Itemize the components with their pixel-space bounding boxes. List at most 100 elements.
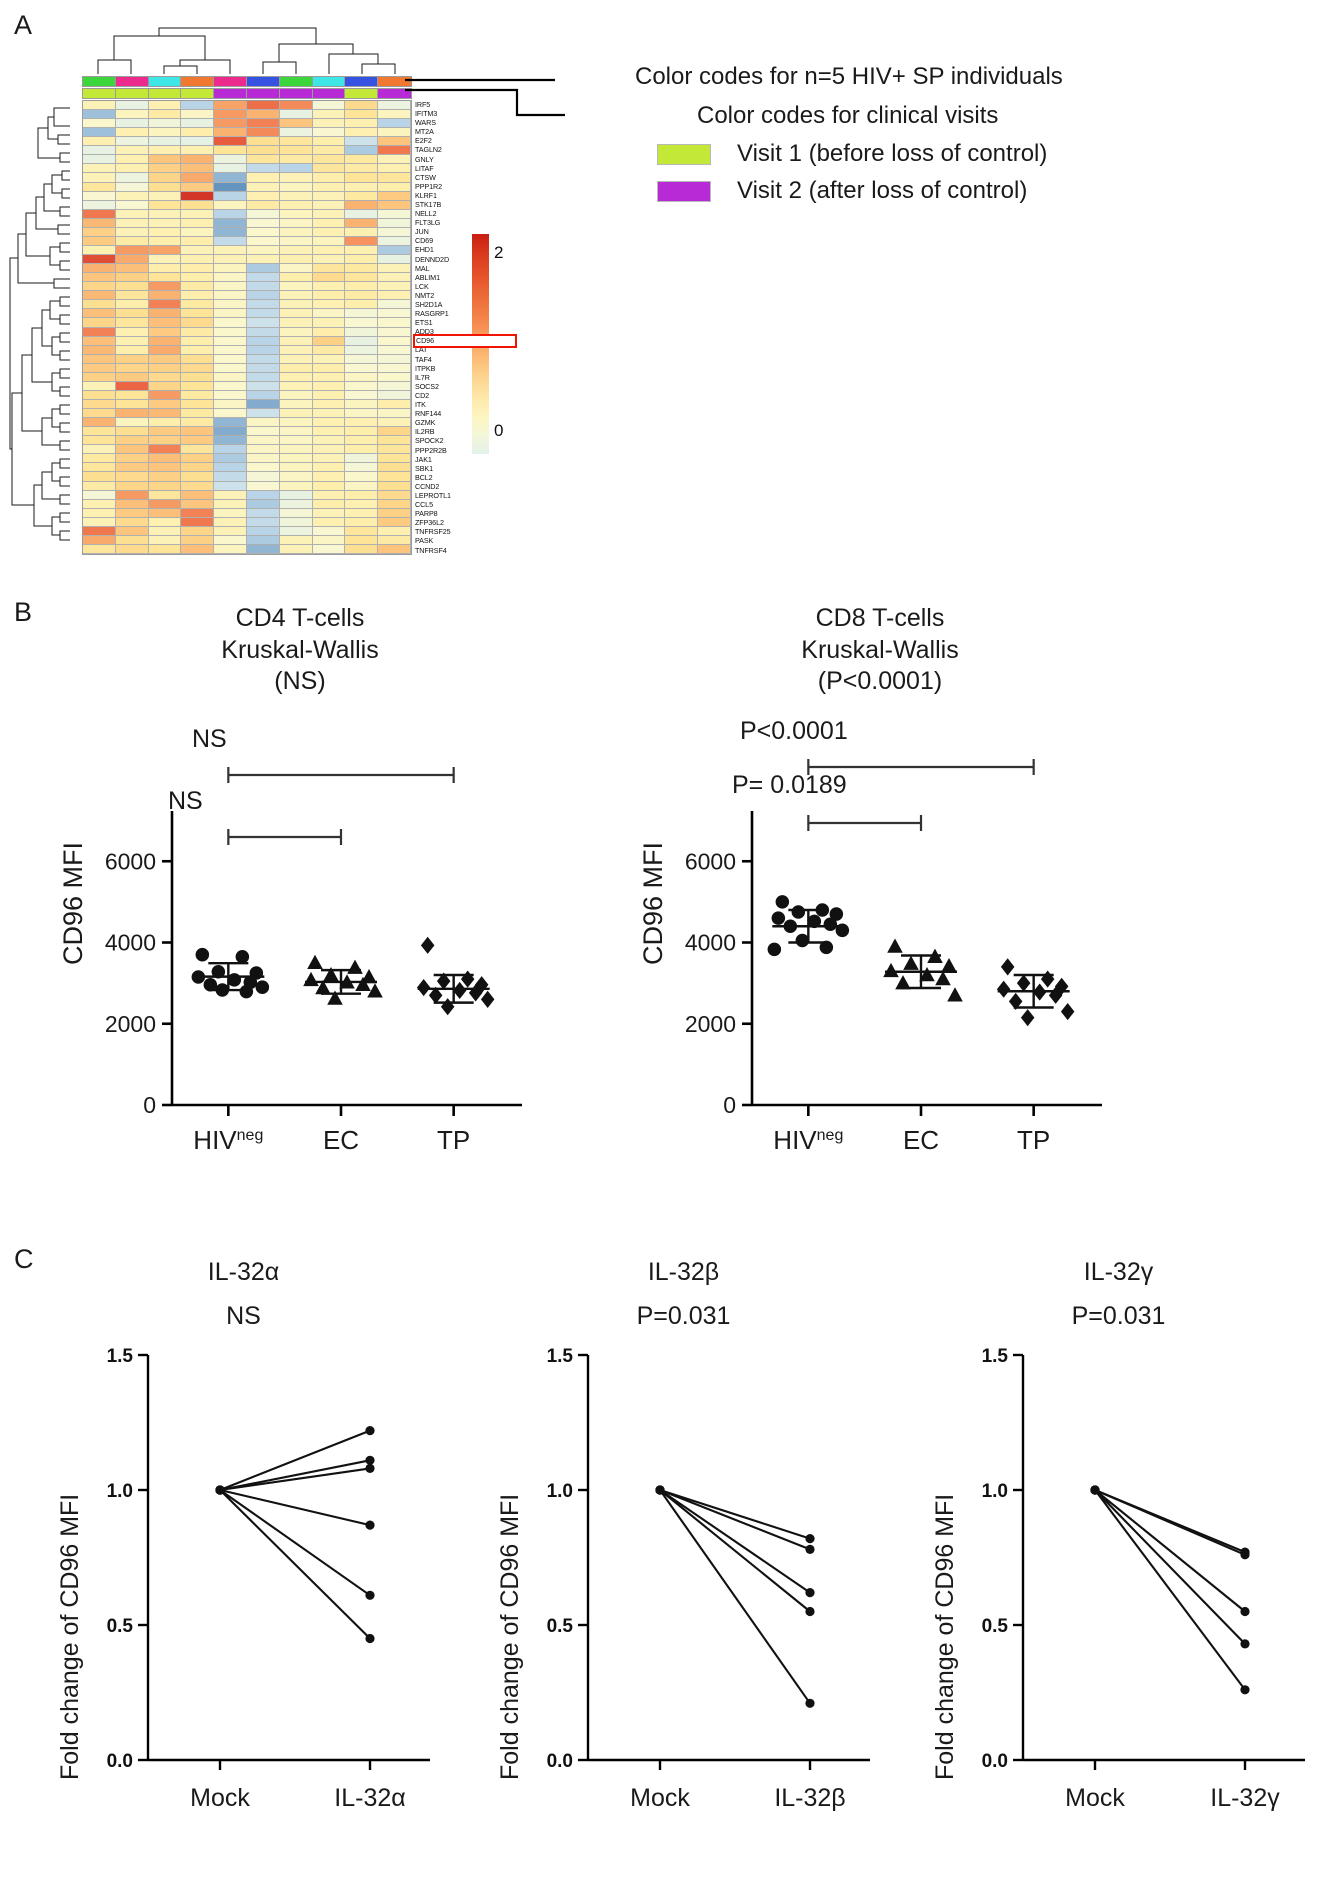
heatmap-cell — [345, 273, 379, 283]
heatmap-cell — [279, 218, 313, 228]
heatmap-cell — [378, 381, 411, 391]
heatmap-cell — [345, 327, 379, 337]
data-point — [215, 1485, 225, 1495]
heatmap-cell — [345, 490, 379, 500]
cd8-scatter-plot: CD8 T-cells Kruskal-Wallis (P<0.0001) CD… — [620, 575, 1140, 1175]
heatmap-cell — [83, 490, 116, 500]
data-point — [835, 923, 850, 938]
data-point — [823, 917, 838, 931]
heatmap-cell — [279, 173, 313, 183]
heatmap-cell — [378, 128, 411, 138]
heatmap-cell — [345, 282, 379, 292]
paired-line — [659, 1489, 811, 1551]
heatmap-cell — [148, 218, 182, 228]
heatmap-cell — [312, 318, 346, 328]
data-point — [767, 942, 782, 957]
data-point — [883, 962, 899, 978]
heatmap-cell — [148, 273, 182, 283]
heatmap-cell — [312, 508, 346, 518]
heatmap-cell — [246, 227, 280, 237]
heatmap-cell — [148, 409, 182, 419]
heatmap-cell — [214, 327, 247, 337]
heatmap-cell — [312, 454, 346, 464]
significance-bracket — [227, 829, 343, 845]
paired-line — [659, 1489, 811, 1594]
heatmap-cell — [181, 345, 215, 355]
heatmap-cell — [214, 399, 247, 410]
heatmap-cell — [181, 481, 215, 491]
visit-color-cell — [312, 89, 346, 98]
heatmap-cell — [115, 264, 149, 274]
heatmap-cell — [181, 218, 215, 228]
heatmap-cell — [214, 436, 247, 446]
heatmap-cell — [115, 245, 149, 256]
heatmap-cell — [279, 318, 313, 328]
heatmap-cell — [181, 110, 215, 120]
heatmap-cell — [115, 182, 149, 192]
heatmap-cell — [83, 236, 116, 246]
paired-line — [659, 1489, 811, 1540]
heatmap-cell — [181, 526, 215, 536]
heatmap-cell — [312, 245, 346, 256]
heatmap-cell — [148, 146, 182, 156]
heatmap-cell — [345, 436, 379, 446]
panel-b-scatter-plots: B CD4 T-cells Kruskal-Wallis (NS) CD96 M… — [0, 575, 1342, 1175]
heatmap-cell — [181, 191, 215, 201]
heatmap-cell — [181, 436, 215, 446]
paired-line — [1094, 1489, 1246, 1645]
heatmap-cell — [246, 200, 280, 210]
heatmap-cell — [246, 336, 280, 346]
heatmap-cell — [246, 463, 280, 473]
il32g-y-axis-label: Fold change of CD96 MFI — [931, 1493, 959, 1780]
heatmap-cell — [246, 318, 280, 328]
heatmap-cell — [246, 454, 280, 464]
il32b-title: IL-32β — [647, 1258, 720, 1286]
heatmap-cell — [83, 544, 116, 554]
gene-label: MT2A — [415, 127, 434, 137]
heatmap-cell — [181, 200, 215, 210]
data-point — [655, 1485, 665, 1495]
heatmap-cell — [246, 137, 280, 147]
heatmap-cell — [181, 227, 215, 237]
panel-c-line-plots: C IL-32α NS Fold change of CD96 MFI 1.5 1… — [0, 1240, 1342, 1880]
heatmap-cell — [279, 110, 313, 120]
heatmap-cell — [246, 508, 280, 518]
heatmap-cell — [312, 255, 346, 265]
data-point — [235, 949, 250, 964]
visit-color-annotation-row — [82, 88, 412, 99]
heatmap-cell — [378, 110, 411, 120]
heatmap-cell — [279, 191, 313, 201]
heatmap-cell — [115, 236, 149, 246]
row-dendrogram — [9, 107, 70, 541]
heatmap-cell — [115, 300, 149, 310]
heatmap-cell — [312, 544, 346, 554]
heatmap-cell — [378, 300, 411, 310]
data-point — [1048, 986, 1063, 1004]
heatmap-cell — [378, 318, 411, 328]
visit-2-color-swatch — [657, 180, 711, 202]
heatmap-cell — [83, 526, 116, 536]
cd4-title-line-1: CD4 T-cells — [235, 604, 365, 632]
y-tick-label: 1.0 — [547, 1481, 573, 1502]
heatmap-cell — [148, 372, 182, 382]
heatmap-cell — [279, 245, 313, 256]
heatmap-cell — [181, 354, 215, 364]
heatmap-cell — [115, 445, 149, 455]
heatmap-cell — [345, 200, 379, 210]
heatmap-cell — [181, 445, 215, 455]
heatmap-cell — [83, 463, 116, 473]
gene-label: CD2 — [415, 390, 430, 400]
heatmap-cell — [214, 273, 247, 283]
heatmap-cell — [115, 409, 149, 419]
data-point — [215, 983, 230, 997]
heatmap-colorbar: 2 1 0 — [472, 234, 542, 464]
heatmap-cell — [312, 418, 346, 428]
heatmap-cell — [148, 463, 182, 473]
heatmap-cell — [246, 345, 280, 355]
heatmap-cell — [214, 390, 247, 400]
heatmap-cell — [148, 481, 182, 491]
y-tick-label: 2000 — [685, 1011, 736, 1037]
heatmap-cell — [378, 481, 411, 491]
heatmap-cell — [378, 327, 411, 337]
data-point — [895, 975, 911, 990]
